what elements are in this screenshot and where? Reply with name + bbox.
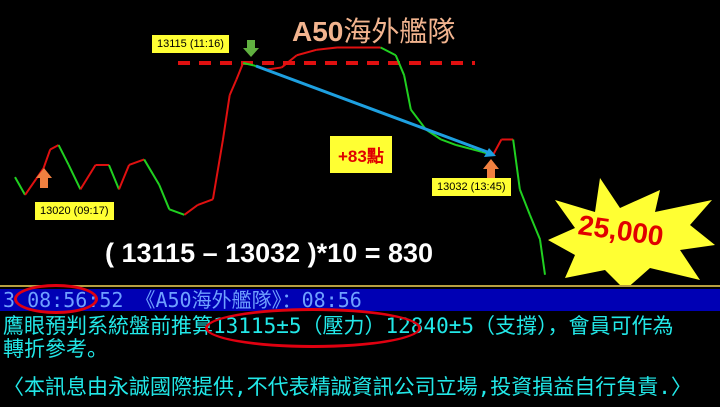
price-segment [143,158,161,186]
price-segment [235,62,245,81]
buy-price-label: 13032 (13:45) [432,178,511,196]
buy-up-arrow-icon [483,159,499,179]
points-gain-label: +83點 [330,136,392,173]
trade-arrow-line [255,64,491,155]
price-segment [403,75,412,110]
price-segment [316,46,338,51]
price-segment [128,158,145,166]
price-segment [394,54,406,76]
price-segment [168,208,185,216]
price-segment [211,139,224,200]
price-segment [42,149,52,169]
sell-down-arrow-icon [243,40,259,57]
price-segment [221,94,231,140]
price-segment [197,198,214,206]
message-header: 3 08:56:52 《A50海外艦隊》：08:56 [0,289,720,311]
price-segment [492,139,503,156]
price-segment [67,164,82,190]
entry-price-label: 13020 (09:17) [35,202,114,220]
price-segment [455,144,482,153]
price-segment [538,239,546,275]
price-segment [528,214,541,240]
entry-up-arrow-icon [36,168,52,188]
time-highlight-ellipse [14,284,98,314]
chart-title: A50海外艦隊 [292,16,456,47]
trade-arrow-head [484,148,496,157]
price-segment [118,164,130,190]
price-segment [57,144,70,166]
price-segment [14,176,26,196]
message-panel: 3 08:56:52 《A50海外艦隊》：08:56 鷹眼預判系統盤前推算131… [0,284,720,407]
price-segment [183,204,199,216]
starburst-shape [548,178,715,285]
price-segment [440,138,457,146]
price-segment [518,188,531,216]
price-segment [158,184,171,210]
price-segment [281,54,298,69]
price-segment [296,48,318,57]
price-segment [242,62,254,67]
price-segment [107,164,120,190]
price-segment [512,139,521,190]
price-segment [228,79,238,96]
price-segment [49,144,60,151]
sell-price-label: 13115 (11:16) [152,35,229,53]
disclaimer: 〈本訊息由永誠國際提供,不代表精誠資訊公司立場,投資損益自行負責.〉 [3,375,692,399]
price-segment [410,108,427,131]
price-segment [380,46,397,57]
message-line-2: 轉折參考。 [3,337,108,361]
price-segment [79,164,97,190]
price-chart [14,40,715,285]
resistance-highlight-ellipse [205,308,421,348]
profit-formula: ( 13115 – 13032 )*10 = 830 [105,238,434,268]
